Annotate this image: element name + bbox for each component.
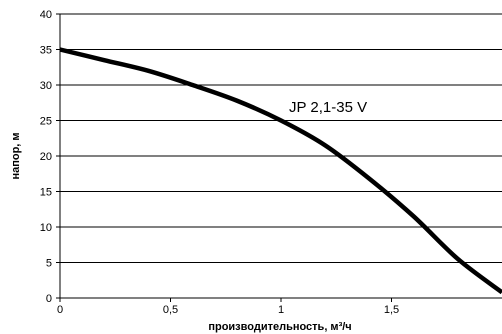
y-tick-label: 20 <box>40 151 52 163</box>
y-tick-label: 5 <box>46 258 52 270</box>
y-tick-labels: 0 5 10 15 20 25 30 35 40 <box>40 9 52 305</box>
y-tick-label: 0 <box>46 293 52 305</box>
axes <box>56 13 502 302</box>
series-label: JP 2,1-35 V <box>289 99 367 116</box>
x-tick-label: 0 <box>57 304 63 316</box>
y-tick-label: 35 <box>40 45 52 57</box>
x-axis-label: производительность, м³/ч <box>208 321 351 333</box>
series-lines <box>59 47 502 295</box>
y-tick-label: 10 <box>40 222 52 234</box>
y-tick-label: 25 <box>40 116 52 128</box>
grid-lines <box>60 13 502 263</box>
y-tick-label: 40 <box>40 9 52 21</box>
x-tick-labels: 0 0,5 1 1,5 <box>57 304 399 316</box>
y-tick-label: 15 <box>40 187 52 199</box>
x-tick-label: 1 <box>278 304 284 316</box>
y-axis-label: напор, м <box>10 132 22 179</box>
y-tick-label: 30 <box>40 80 52 92</box>
series-line <box>59 47 502 295</box>
x-tick-label: 0,5 <box>163 304 178 316</box>
x-tick-label: 1,5 <box>384 304 399 316</box>
